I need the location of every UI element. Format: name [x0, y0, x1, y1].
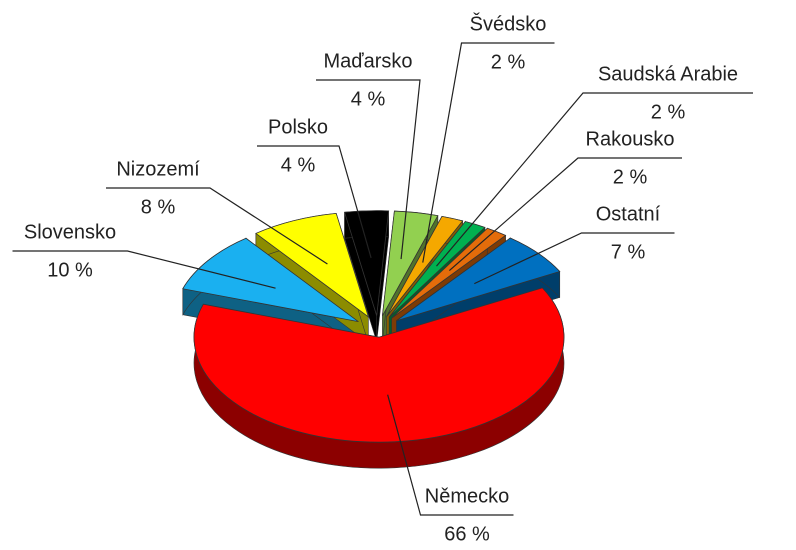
- leader-line: [12, 250, 276, 289]
- leader-line: [474, 232, 675, 285]
- slice-label: Polsko: [268, 116, 328, 138]
- slice: [391, 227, 507, 319]
- slice: [386, 215, 464, 317]
- slice: [255, 212, 370, 318]
- leader-line: [257, 145, 372, 259]
- slice-tops: [182, 210, 565, 443]
- value-label: 4 %: [351, 88, 386, 110]
- value-label: 2 %: [613, 166, 648, 188]
- slice-label: Maďarsko: [324, 50, 413, 72]
- value-label: 4 %: [281, 154, 316, 176]
- leader-line: [448, 157, 682, 272]
- value-label: 2 %: [651, 101, 686, 123]
- leader-line: [106, 187, 328, 265]
- value-label: 2 %: [491, 51, 526, 73]
- slice: [182, 237, 359, 323]
- value-label: 10 %: [47, 259, 93, 281]
- leader-line: [422, 42, 555, 263]
- leader-line: [387, 394, 514, 516]
- labels: Německo 66 % Slovensko 10 % Nizozemí 8 % Polsk…: [12, 12, 753, 545]
- slice-label: Slovensko: [24, 221, 116, 243]
- slice-label: Ostatní: [596, 203, 661, 225]
- slice: [344, 210, 390, 316]
- slice-label: Saudská Arabie: [598, 63, 738, 85]
- slice-label: Švédsko: [470, 12, 547, 35]
- value-label: 7 %: [611, 241, 646, 263]
- slice: [382, 210, 439, 317]
- slice-label: Rakousko: [586, 128, 675, 150]
- slice: [388, 221, 486, 318]
- value-label: 8 %: [141, 196, 176, 218]
- value-label: 66 %: [444, 523, 490, 545]
- slice: [193, 287, 565, 443]
- slice-label: Německo: [425, 485, 509, 507]
- slice-label: Nizozemí: [116, 158, 200, 180]
- leader-line: [316, 79, 421, 260]
- leader-line: [436, 92, 753, 267]
